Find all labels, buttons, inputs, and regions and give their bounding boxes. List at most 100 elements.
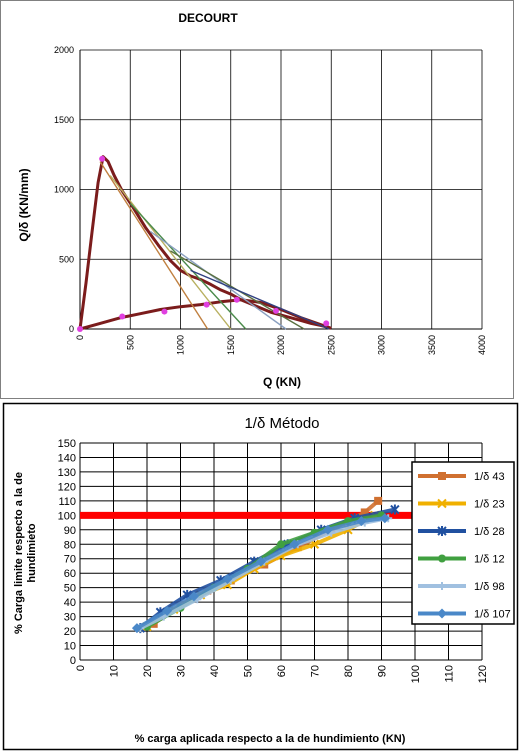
decourt-title: DECOURT [178, 11, 238, 25]
decourt-series-line [109, 175, 232, 330]
method-legend-marker [437, 498, 447, 509]
method-legend-label: 1/δ 43 [474, 471, 505, 483]
method-data-point [356, 516, 367, 527]
decourt-data-point [203, 301, 210, 308]
decourt-data-point [99, 155, 106, 162]
decourt-markers [77, 155, 330, 332]
decourt-grid [79, 49, 483, 330]
decourt-x-tick-label: 500 [125, 335, 135, 350]
method-data-point [360, 508, 369, 517]
method-y-tick-label: 0 [70, 655, 76, 667]
method-legend-box [411, 461, 515, 625]
method-y-tick-label: 110 [58, 496, 76, 508]
decourt-x-tick-label: 2000 [276, 335, 286, 355]
method-y-tick-label: 60 [64, 568, 76, 580]
method-legend-label: 1/δ 12 [474, 554, 505, 566]
decourt-x-tick-label: 4000 [477, 335, 487, 355]
decourt-y-tick-label: 2000 [54, 45, 74, 55]
decourt-tick-labels: 0 500 1000 1500 2000 2500 3000 3500 4000 0 500 1000… [54, 45, 487, 355]
decourt-x-tick-label: 2500 [326, 335, 336, 355]
method-y-tick-label: 40 [64, 597, 76, 609]
method-title: 1/δ Método [244, 415, 319, 432]
decourt-y-tick-label: 0 [69, 324, 74, 334]
method-x-tick-label: 40 [209, 665, 221, 677]
method-data-point [309, 539, 320, 549]
method-legend-marker [438, 472, 446, 480]
decourt-y-tick-label: 500 [59, 254, 74, 264]
decourt-series-line [129, 202, 247, 330]
decourt-data-point [272, 307, 279, 314]
method-y-tick-label: 50 [64, 583, 76, 595]
method-data-point [255, 556, 266, 567]
decourt-x-tick-label: 1500 [226, 335, 236, 355]
decourt-x-tick-label: 3500 [427, 335, 437, 355]
decourt-y-label: Q/δ (KN/mm) [17, 168, 31, 241]
method-y-label-line1: % Carga limite respecto a la de [13, 472, 25, 634]
method-legend-label: 1/δ 28 [474, 526, 505, 538]
method-x-tick-label: 50 [243, 665, 255, 677]
method-legend-marker [438, 554, 446, 563]
method-x-tick-label: 60 [276, 665, 288, 677]
decourt-x-tick-label: 0 [75, 335, 85, 340]
method-data-point [188, 591, 199, 602]
decourt-data-point [119, 313, 126, 320]
method-x-tick-label: 20 [142, 665, 154, 677]
method-legend-marker [437, 608, 447, 619]
decourt-series-line [99, 161, 209, 330]
decourt-y-tick-label: 1500 [54, 115, 74, 125]
decourt-series-line [190, 269, 330, 330]
method-data-point [390, 504, 400, 515]
method-legend-label: 1/δ 107 [474, 609, 511, 621]
method-x-tick-label: 30 [176, 665, 188, 677]
method-legend-label: 1/δ 23 [474, 499, 505, 511]
method-legend: 1/δ 43 1/δ 23 1/δ 28 1/δ 12 1/δ 98 1/δ 107 [411, 461, 515, 625]
decourt-series-line [78, 155, 330, 330]
method-x-tick-label: 100 [410, 665, 422, 683]
method-y-tick-label: 30 [64, 612, 76, 624]
method-y-tick-label: 70 [64, 554, 76, 566]
decourt-data-point [77, 326, 83, 332]
method-y-tick-label: 130 [58, 467, 76, 479]
method-x-tick-label: 70 [310, 665, 322, 677]
method-x-tick-label: 110 [444, 665, 456, 683]
method-x-tick-label: 0 [75, 665, 87, 671]
method-panel [2, 402, 519, 751]
method-data-point [222, 573, 233, 584]
method-y-tick-label: 90 [64, 525, 76, 537]
method-data-point [131, 623, 142, 634]
method-x-tick-label: 120 [477, 665, 489, 683]
method-y-tick-label: 10 [64, 641, 76, 653]
method-y-tick-label: 140 [58, 452, 76, 464]
decourt-data-point [323, 320, 330, 327]
method-series [131, 496, 400, 634]
method-x-tick-label: 10 [109, 665, 121, 677]
method-y-tick-label: 20 [64, 626, 76, 638]
method-x-tick-label: 90 [377, 665, 389, 677]
decourt-x-tick-label: 1000 [176, 335, 186, 355]
method-y-label-line2: hundimieto [26, 523, 38, 583]
decourt-x-label: Q (KN) [263, 375, 301, 389]
method-data-point [277, 540, 285, 549]
method-x-tick-label: 80 [343, 665, 355, 677]
decourt-panel [0, 0, 514, 399]
method-data-point [374, 496, 383, 505]
method-legend-marker [438, 582, 446, 590]
method-x-label: % carga aplicada respecto a la de hundim… [135, 733, 406, 745]
method-data-point [289, 539, 300, 550]
method-data-point [322, 524, 333, 535]
decourt-x-tick-label: 3000 [377, 335, 387, 355]
method-tick-labels: 0 10 20 30 40 50 60 70 80 90 100 110 120 0 10 20 30 40 50 6… [58, 438, 489, 683]
method-y-tick-label: 120 [58, 481, 76, 493]
method-y-tick-label: 80 [64, 539, 76, 551]
decourt-y-tick-label: 1000 [54, 185, 74, 195]
decourt-data-point [161, 308, 168, 315]
decourt-data-point [233, 296, 240, 303]
decourt-series-line [149, 230, 287, 330]
method-y-tick-label: 100 [58, 510, 76, 522]
method-y-tick-label: 150 [58, 438, 76, 450]
method-data-point [162, 605, 173, 616]
method-legend-label: 1/δ 98 [474, 581, 505, 593]
method-data-point [379, 513, 390, 524]
method-legend-marker [437, 526, 447, 536]
